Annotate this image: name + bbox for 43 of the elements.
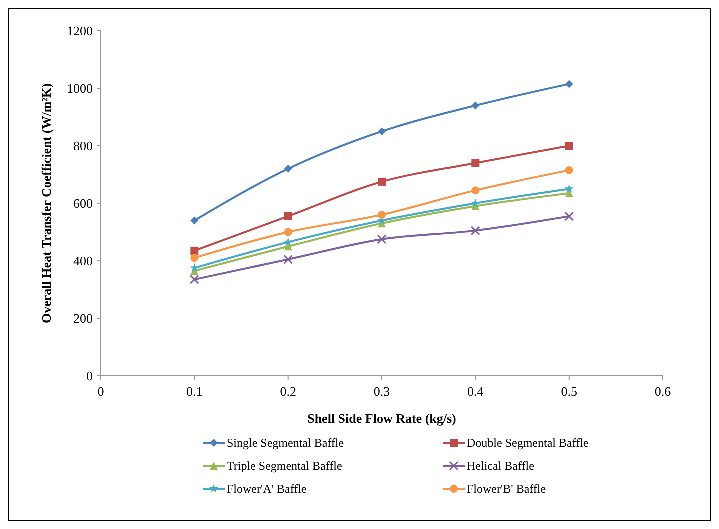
point [470, 226, 480, 236]
point [564, 184, 574, 194]
x-tick-label: 0.2 [280, 384, 296, 399]
x-tick-label: 0 [98, 384, 104, 399]
point [472, 102, 480, 110]
x-tick-label: 0.1 [186, 384, 203, 399]
point [377, 234, 387, 244]
legend-label: Triple Segmental Baffle [227, 459, 342, 474]
y-tick-label: 1200 [67, 24, 93, 39]
point [190, 216, 199, 225]
x-axis-title: Shell Side Flow Rate (kg/s) [308, 411, 456, 426]
legend-label: Flower'A' Baffle [227, 482, 307, 496]
point [284, 165, 292, 173]
point [284, 228, 292, 236]
point [190, 254, 199, 262]
point [378, 128, 386, 136]
y-tick-label: 400 [74, 254, 93, 269]
y-tick-label: 200 [74, 311, 93, 326]
point [564, 212, 574, 222]
legend-label: Single Segmental Baffle [227, 436, 344, 450]
y-axis-title: Overall Heat Transfer Coefficient (W/m²K) [39, 84, 54, 324]
y-tick-label: 1000 [67, 81, 93, 96]
y-tick-label: 800 [74, 138, 93, 154]
point [284, 212, 292, 220]
point [472, 186, 480, 195]
legend-label: Helical Baffle [467, 459, 534, 474]
point [190, 246, 199, 255]
point [565, 166, 574, 174]
y-tick-label: 0 [86, 368, 93, 384]
point [284, 254, 294, 264]
x-tick-label: 0.4 [468, 384, 484, 399]
point [472, 159, 480, 168]
x-tick-label: 0.5 [561, 384, 578, 399]
x-tick-label: 0.3 [374, 384, 390, 399]
y-tick-label: 600 [74, 196, 93, 212]
legend-label: Flower'B' Baffle [467, 482, 546, 496]
point [565, 142, 574, 150]
point [378, 211, 386, 219]
point [378, 178, 386, 186]
point [565, 80, 574, 88]
point [190, 274, 200, 284]
x-tick-label: 0.6 [654, 384, 672, 399]
legend-label: Double Segmental Baffle [467, 436, 589, 450]
